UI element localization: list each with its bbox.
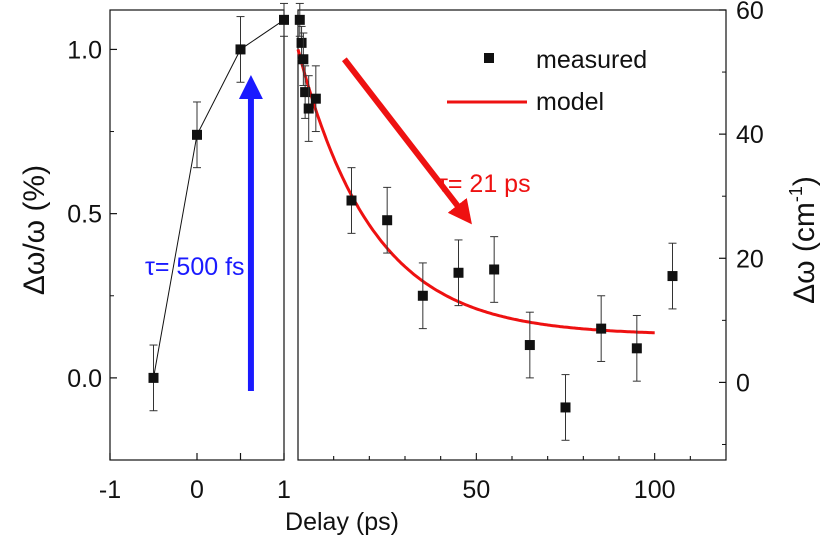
data-point: [294, 14, 305, 25]
y-tick-label: 1.0: [67, 36, 102, 64]
data-point: [303, 103, 314, 114]
data-point: [148, 372, 159, 383]
data-point: [235, 44, 246, 55]
right-y-tick-label: 0: [736, 369, 750, 397]
data-point: [310, 93, 321, 104]
x-tick-label: 100: [634, 476, 676, 504]
y-tick-label: 0.5: [67, 201, 102, 229]
y-tick-label: 0.0: [67, 365, 102, 393]
x-tick-label: 0: [190, 476, 204, 504]
data-point: [346, 195, 357, 206]
right-panel-axes: 50 100 0 20 40 60: [333, 0, 764, 504]
decay-time-label: τ= 21 ps: [438, 170, 531, 198]
data-point: [296, 37, 307, 48]
right-annotation: τ= 21 ps: [341, 57, 531, 225]
right-y-tick-label: 60: [736, 0, 764, 25]
data-point: [279, 14, 289, 25]
rise-time-label: τ= 500 fs: [145, 253, 245, 281]
x-tick-label: 50: [462, 476, 490, 504]
data-point: [631, 343, 642, 354]
y-axis-label-right-close: ): [788, 176, 821, 186]
right-y-tick-label: 40: [736, 121, 764, 149]
data-point: [300, 87, 311, 98]
legend-label-model: model: [536, 88, 604, 116]
data-point: [560, 402, 571, 413]
left-panel-axes: -1 0 1 0.0 0.5 1.0: [67, 36, 291, 504]
data-point: [667, 271, 678, 282]
left-panel-frame: [109, 9, 285, 461]
x-tick-label: 1: [277, 476, 291, 504]
x-tick-label: -1: [99, 476, 121, 504]
y-axis-label-right-main: Δω (cm: [788, 202, 821, 304]
data-point: [298, 54, 309, 65]
right-panel-data: [294, 2, 678, 441]
data-point: [453, 267, 464, 278]
right-y-tick-label: 20: [736, 245, 764, 273]
data-point: [382, 215, 393, 226]
decay-arrow: [341, 57, 472, 225]
data-point: [192, 129, 202, 140]
y-axis-label-left: Δω/ω (%): [18, 165, 51, 295]
legend-marker-measured: [484, 53, 494, 63]
legend-label-measured: measured: [536, 46, 647, 74]
data-point: [524, 340, 535, 351]
data-point: [417, 290, 428, 301]
y-axis-label-right-superscript: -1: [786, 186, 806, 202]
data-point: [489, 264, 500, 275]
model-curve: [296, 49, 655, 335]
data-point: [596, 323, 607, 334]
x-axis-label: Delay (ps): [285, 508, 399, 536]
left-panel-data: [148, 2, 289, 412]
y-axis-label-right: Δω (cm-1): [786, 176, 821, 304]
left-annotation: τ= 500 fs: [145, 75, 263, 392]
legend: measured model: [447, 46, 647, 116]
measured-connecting-line: [153, 19, 285, 378]
